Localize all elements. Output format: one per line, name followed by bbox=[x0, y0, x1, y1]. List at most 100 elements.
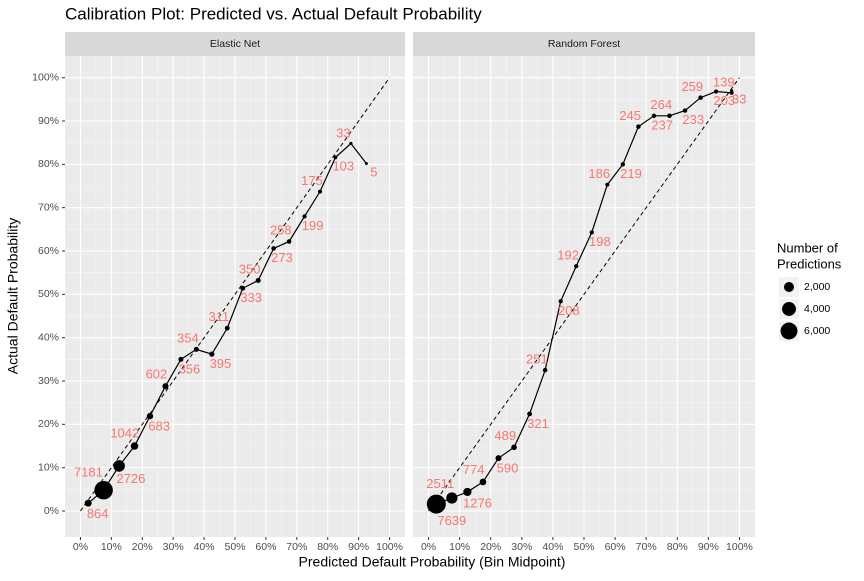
x-tick-label: 30% bbox=[511, 541, 532, 553]
count-label: 33 bbox=[336, 125, 350, 140]
count-label: 264 bbox=[650, 97, 672, 112]
count-label: 219 bbox=[620, 166, 642, 181]
x-tick-label: 20% bbox=[132, 541, 153, 553]
bin-point bbox=[558, 299, 563, 304]
count-label: 33 bbox=[732, 92, 746, 107]
bin-point bbox=[495, 455, 502, 462]
y-tick-label: 70% bbox=[38, 201, 59, 213]
x-tick-label: 100% bbox=[726, 541, 753, 553]
x-tick-label: 50% bbox=[573, 541, 594, 553]
facet-title: Random Forest bbox=[548, 38, 620, 50]
legend-title: Predictions bbox=[777, 256, 842, 271]
count-label: 203 bbox=[713, 93, 735, 108]
bin-point bbox=[84, 499, 92, 507]
bin-point bbox=[94, 480, 113, 500]
facet-title: Elastic Net bbox=[210, 38, 260, 50]
count-label: 208 bbox=[558, 303, 580, 318]
y-tick-label: 0% bbox=[44, 505, 59, 517]
x-tick-label: 80% bbox=[317, 541, 338, 553]
x-tick-label: 0% bbox=[421, 541, 436, 553]
bin-point bbox=[479, 478, 487, 486]
bin-point bbox=[636, 124, 641, 129]
count-label: 602 bbox=[146, 367, 168, 382]
bin-point bbox=[682, 108, 688, 113]
bin-point bbox=[698, 95, 703, 100]
x-tick-label: 70% bbox=[286, 541, 307, 553]
legend-key bbox=[780, 322, 798, 340]
bin-point bbox=[730, 89, 734, 93]
bin-point bbox=[193, 346, 199, 352]
count-label: 2511 bbox=[426, 476, 454, 491]
bin-point bbox=[446, 492, 458, 504]
legend-label: 4,000 bbox=[804, 303, 830, 315]
x-tick-label: 0% bbox=[73, 541, 88, 553]
legend-label: 2,000 bbox=[804, 281, 830, 293]
bin-point bbox=[162, 383, 169, 390]
strip-background bbox=[65, 32, 405, 56]
count-label: 7639 bbox=[437, 513, 466, 528]
bin-point bbox=[667, 113, 672, 119]
count-label: 258 bbox=[270, 223, 292, 238]
legend-label: 6,000 bbox=[804, 325, 830, 337]
count-label: 683 bbox=[148, 419, 170, 434]
bin-point bbox=[651, 113, 657, 119]
bin-point bbox=[240, 285, 246, 291]
bin-point bbox=[349, 141, 353, 146]
y-tick-label: 80% bbox=[38, 158, 59, 170]
count-label: 199 bbox=[302, 218, 324, 233]
bin-point bbox=[511, 444, 517, 451]
bin-point bbox=[589, 230, 594, 235]
bin-point bbox=[527, 411, 533, 417]
bin-point bbox=[542, 367, 548, 373]
bin-point bbox=[209, 351, 215, 357]
count-label: 198 bbox=[589, 234, 611, 249]
count-label: 590 bbox=[497, 461, 519, 476]
legend-key bbox=[783, 281, 795, 293]
x-tick-label: 50% bbox=[224, 541, 245, 553]
count-label: 395 bbox=[210, 356, 232, 371]
count-label: 139 bbox=[713, 74, 735, 89]
bin-point bbox=[574, 264, 579, 269]
x-tick-label: 40% bbox=[194, 541, 215, 553]
x-axis-label: Predicted Default Probability (Bin Midpo… bbox=[299, 554, 566, 570]
bin-point bbox=[271, 246, 276, 251]
count-label: 864 bbox=[87, 506, 109, 521]
count-label: 774 bbox=[463, 462, 485, 477]
bin-point bbox=[463, 487, 472, 497]
x-tick-label: 70% bbox=[636, 541, 657, 553]
count-label: 2726 bbox=[116, 471, 145, 486]
legend-title: Number of bbox=[777, 240, 838, 255]
count-label: 245 bbox=[619, 108, 641, 123]
bin-point bbox=[178, 356, 184, 362]
bin-point bbox=[333, 155, 338, 160]
y-tick-label: 100% bbox=[32, 71, 59, 83]
chart-title: Calibration Plot: Predicted vs. Actual D… bbox=[65, 4, 482, 23]
count-label: 333 bbox=[240, 290, 262, 305]
bin-point bbox=[605, 182, 610, 187]
y-tick-label: 60% bbox=[38, 245, 59, 257]
count-label: 1276 bbox=[463, 495, 492, 510]
count-label: 259 bbox=[681, 79, 703, 94]
bin-point bbox=[364, 161, 368, 165]
count-label: 273 bbox=[271, 250, 293, 265]
bin-point bbox=[714, 89, 719, 94]
count-label: 356 bbox=[179, 361, 201, 376]
bin-point bbox=[317, 189, 323, 194]
x-tick-label: 60% bbox=[255, 541, 276, 553]
count-label: 186 bbox=[588, 166, 610, 181]
bin-point bbox=[130, 442, 139, 450]
x-tick-label: 30% bbox=[163, 541, 184, 553]
bin-point bbox=[286, 239, 292, 244]
count-label: 321 bbox=[527, 416, 549, 431]
bin-point bbox=[113, 460, 125, 472]
y-tick-label: 30% bbox=[38, 375, 59, 387]
x-tick-label: 90% bbox=[348, 541, 369, 553]
count-label: 237 bbox=[651, 117, 673, 132]
reference-line bbox=[80, 77, 390, 512]
x-tick-label: 40% bbox=[542, 541, 563, 553]
reference-line bbox=[428, 77, 740, 512]
count-label: 354 bbox=[177, 330, 199, 345]
y-tick-label: 20% bbox=[38, 418, 59, 430]
bin-point bbox=[146, 412, 154, 420]
